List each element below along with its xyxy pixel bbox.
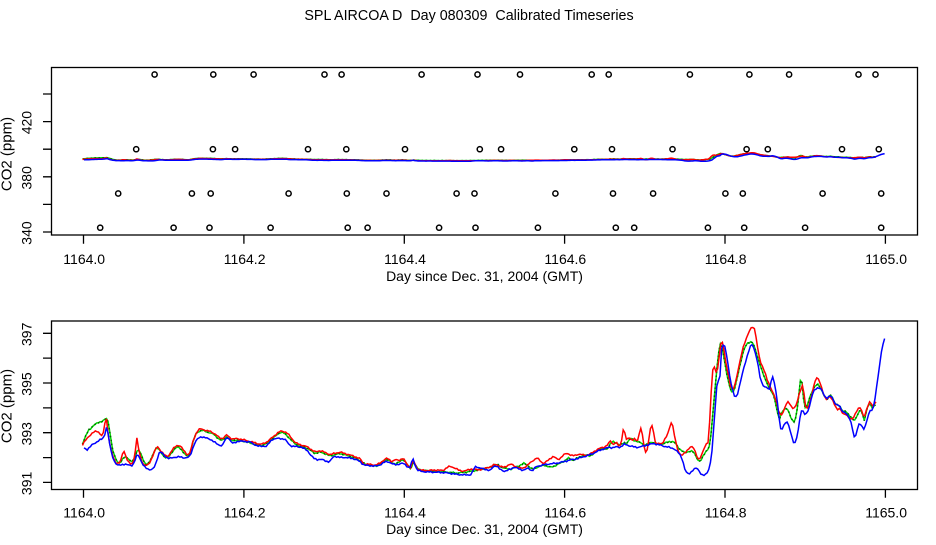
svg-text:395: 395 bbox=[19, 372, 35, 396]
svg-text:1164.8: 1164.8 bbox=[705, 251, 747, 267]
svg-text:CO2 (ppm): CO2 (ppm) bbox=[0, 369, 16, 443]
svg-text:1164.4: 1164.4 bbox=[384, 251, 426, 267]
svg-text:1164.2: 1164.2 bbox=[224, 251, 266, 267]
svg-text:1164.8: 1164.8 bbox=[705, 505, 747, 521]
svg-text:1165.0: 1165.0 bbox=[865, 251, 907, 267]
svg-text:1164.4: 1164.4 bbox=[384, 505, 426, 521]
svg-text:391: 391 bbox=[19, 472, 35, 496]
svg-text:420: 420 bbox=[19, 111, 35, 135]
svg-text:1164.6: 1164.6 bbox=[544, 505, 586, 521]
svg-text:SPL AIRCOA D Day 080309 Cali: SPL AIRCOA D Day 080309 Calibrated Times… bbox=[304, 8, 633, 24]
svg-text:1164.0: 1164.0 bbox=[63, 505, 105, 521]
svg-text:340: 340 bbox=[19, 221, 35, 245]
svg-text:393: 393 bbox=[19, 422, 35, 446]
svg-text:1164.2: 1164.2 bbox=[224, 505, 266, 521]
svg-text:1164.6: 1164.6 bbox=[544, 251, 586, 267]
svg-text:Day since Dec. 31, 2004 (GMT): Day since Dec. 31, 2004 (GMT) bbox=[386, 268, 583, 284]
svg-text:1164.0: 1164.0 bbox=[63, 251, 105, 267]
svg-text:1165.0: 1165.0 bbox=[865, 505, 907, 521]
svg-text:380: 380 bbox=[19, 166, 35, 190]
svg-text:397: 397 bbox=[19, 322, 35, 346]
svg-text:Day since Dec. 31, 2004 (GMT): Day since Dec. 31, 2004 (GMT) bbox=[386, 521, 583, 537]
svg-text:CO2 (ppm): CO2 (ppm) bbox=[0, 117, 16, 191]
